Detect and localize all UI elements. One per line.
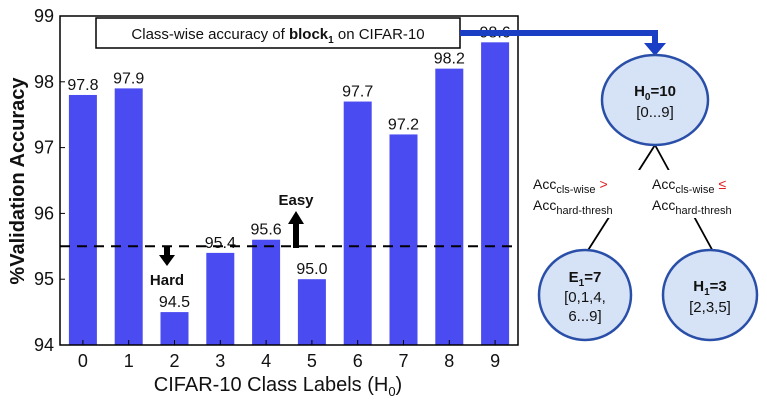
bar-class-3	[206, 252, 235, 345]
svg-text:[2,3,5]: [2,3,5]	[689, 299, 731, 316]
y-tick-label: 99	[34, 6, 54, 26]
bar-class-4	[252, 239, 281, 345]
tree-node-easy: E1=7 [0,1,4, 6...9]	[537, 248, 633, 342]
x-tick-group: 0 1 2 3 4 5 6 7 8 9	[78, 340, 500, 371]
plot-frame	[59, 15, 519, 346]
bar-class-8	[435, 68, 464, 345]
y-tick-label: 94	[34, 335, 54, 355]
hard-annotation: Hard	[150, 272, 184, 289]
y-tick-label: 95	[34, 269, 54, 289]
svg-text:[0...9]: [0...9]	[636, 104, 674, 121]
left-edge-condition: Acccls-wise > Acchard-thresh	[528, 170, 646, 218]
y-tick-label: 98	[34, 72, 54, 92]
data-label-class-4: 95.6	[251, 222, 282, 239]
svg-text:Acccls-wise>: Acccls-wise >	[533, 176, 608, 196]
data-label-class-1: 97.9	[113, 70, 144, 87]
svg-text:H1=3: H1=3	[693, 278, 727, 298]
bar-class-6	[343, 101, 372, 345]
connector-arrow-icon	[460, 30, 666, 56]
y-tick-label: 96	[34, 203, 54, 223]
bar-group	[68, 42, 510, 346]
svg-text:[0,1,4,: [0,1,4,	[564, 289, 606, 306]
hard-arrow-icon	[159, 246, 175, 266]
easy-arrow-icon	[288, 211, 304, 248]
x-tick-label: 3	[215, 351, 225, 371]
bar-class-2	[160, 312, 189, 345]
data-label-class-5: 95.0	[296, 261, 327, 278]
x-tick-label: 8	[444, 351, 454, 371]
svg-text:E1=7: E1=7	[569, 269, 602, 289]
x-tick-label: 1	[124, 351, 134, 371]
x-tick-label: 4	[261, 351, 271, 371]
y-axis-label: %Validation Accuracy	[7, 77, 29, 285]
right-edge-condition: Acccls-wise ≤ Acchard-thresh	[648, 170, 764, 218]
data-label-class-3: 95.4	[205, 235, 236, 252]
bar-class-7	[389, 134, 418, 345]
svg-text:Acchard-thresh: Acchard-thresh	[533, 197, 613, 217]
y-tick-label: 97	[34, 138, 54, 158]
data-label-group: 97.8 97.994.595.495.695.097.797.298.298.6	[67, 24, 510, 311]
x-tick-label: 2	[169, 351, 179, 371]
chart-title-box	[95, 17, 461, 49]
bar-class-5	[297, 279, 326, 345]
x-axis-label: CIFAR-10 Class Labels (H0)	[154, 374, 402, 399]
x-tick-label: 6	[353, 351, 363, 371]
x-tick-label: 5	[307, 351, 317, 371]
chart-title: Class-wise accuracy of block1 on CIFAR-1…	[131, 26, 424, 46]
tree-node-root: H0=10 [0...9]	[600, 53, 710, 147]
svg-text:Acchard-thresh: Acchard-thresh	[652, 197, 732, 217]
bar-class-0	[68, 94, 97, 346]
data-label-class-7: 97.2	[388, 116, 419, 133]
x-tick-label: 9	[490, 351, 500, 371]
svg-text:Acccls-wise≤: Acccls-wise ≤	[652, 176, 726, 196]
easy-annotation: Easy	[278, 192, 314, 209]
data-label-class-8: 98.2	[434, 51, 465, 68]
bar-class-1	[114, 88, 143, 345]
x-tick-label: 7	[398, 351, 408, 371]
bar-class-9	[481, 42, 510, 345]
svg-text:H0=10: H0=10	[634, 83, 676, 103]
tree-node-hard: H1=3 [2,3,5]	[661, 248, 759, 342]
svg-text:6...9]: 6...9]	[568, 308, 601, 325]
y-tick-group: 94 95 96 97 98 99	[34, 6, 65, 355]
data-label-class-6: 97.7	[342, 84, 373, 101]
data-label-class-2: 94.5	[159, 294, 190, 311]
data-label-class-0: 97.8	[67, 77, 98, 94]
x-tick-label: 0	[78, 351, 88, 371]
